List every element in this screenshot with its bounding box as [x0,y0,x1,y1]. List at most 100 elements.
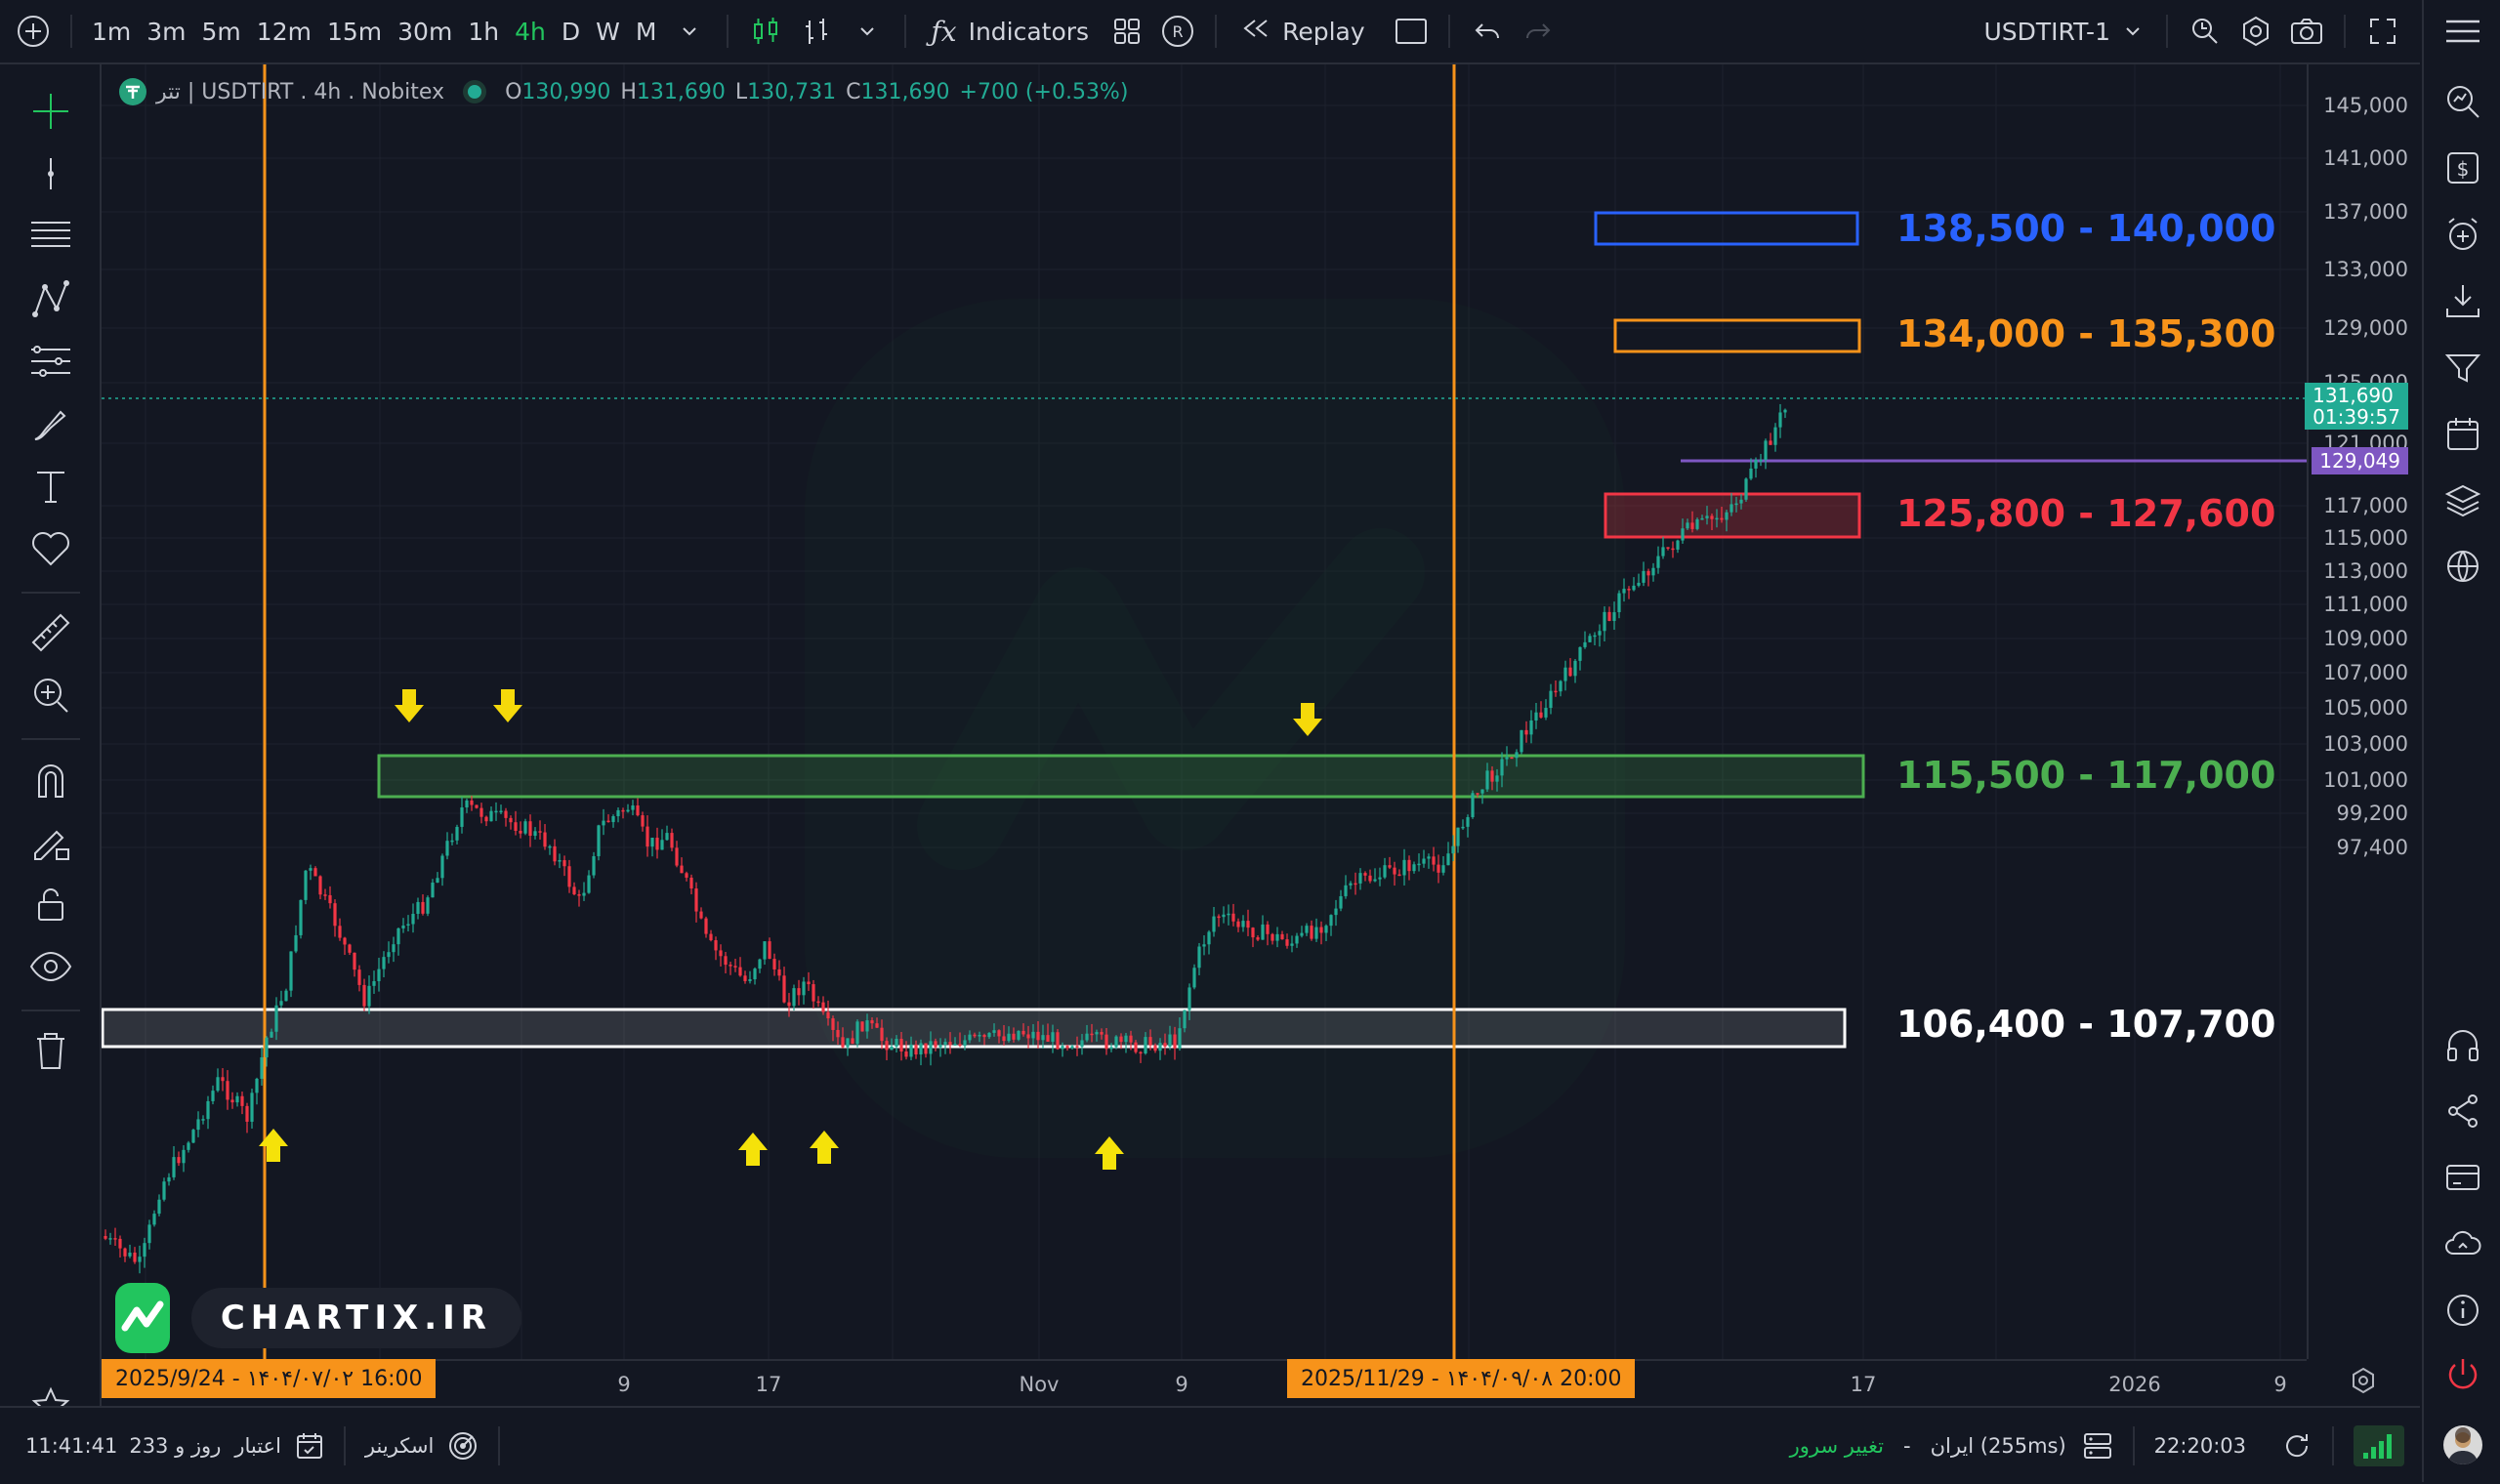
download-icon[interactable] [2436,273,2490,328]
chevron-down-icon[interactable] [670,12,709,51]
timeframe-1m[interactable]: 1m [92,17,132,46]
candle-body [353,952,356,970]
info-icon[interactable] [2436,1283,2490,1338]
zoom-in-icon[interactable] [23,668,78,722]
timeframe-5m[interactable]: 5m [201,17,241,46]
refresh-icon[interactable] [2281,1430,2312,1462]
timeframe-4h[interactable]: 4h [515,17,546,46]
settings-hex-icon[interactable] [2236,12,2275,51]
text-tool-icon[interactable] [23,459,78,514]
search-chart-icon[interactable] [2436,74,2490,129]
candle-body [1666,547,1670,549]
candle-body [1007,1033,1011,1042]
calendar-check-icon[interactable] [295,1431,324,1461]
lock-icon[interactable] [23,877,78,931]
horizontal-lines-icon[interactable] [23,209,78,264]
timeframe-3m[interactable]: 3m [146,17,187,46]
undo-icon[interactable] [1468,12,1507,51]
indicators-button[interactable]: ƒx Indicators [918,0,1102,62]
screener-label[interactable]: اسکرینر [364,1434,435,1458]
price-chart [102,64,2307,1359]
calendar-icon[interactable] [2436,406,2490,461]
candles-icon[interactable] [746,12,785,51]
price-axis[interactable]: 145,000141,000137,000133,000129,000125,0… [2305,64,2420,1359]
candle-body [909,1044,913,1057]
bar-chart-type-icon[interactable] [797,12,836,51]
time-tick: 9 [617,1373,631,1396]
quick-search-icon[interactable] [2186,12,2225,51]
separator-dash: - [1903,1434,1911,1458]
crosshair-icon[interactable] [23,84,78,139]
alert-r-icon[interactable]: R [1158,12,1197,51]
ruler-icon[interactable] [23,605,78,660]
replay-button[interactable]: Replay [1229,0,1378,62]
candle-body [440,855,444,879]
candle-body [831,1018,835,1030]
eye-icon[interactable] [23,939,78,994]
toolbar-divider [904,15,907,48]
symbol-title[interactable]: تتر | USDTIRT . 4h . Nobitex [156,79,445,104]
toolbar-divider [1215,15,1218,48]
candle-body [1715,517,1719,520]
axis-settings-icon[interactable] [2346,1363,2381,1398]
filter-icon[interactable] [2436,340,2490,394]
candle-body [1671,548,1675,551]
chevron-down-icon[interactable] [848,12,887,51]
candle-body [1446,853,1450,866]
chart-pane[interactable]: تتر | USDTIRT . 4h . Nobitex O130,990 H1… [102,64,2420,1402]
trash-icon[interactable] [23,1023,78,1078]
candle-body [1612,612,1616,621]
timeframe-12m[interactable]: 12m [256,17,312,46]
dollar-icon[interactable]: $ [2436,141,2490,195]
arrow-down-icon [395,689,424,722]
share-icon[interactable] [2436,1084,2490,1138]
change-server-link[interactable]: تغییر سرور [1789,1434,1884,1458]
candle-body [763,941,767,960]
heart-icon[interactable] [23,521,78,576]
drawing-toolbar [0,64,102,1443]
magnet-icon[interactable] [23,752,78,806]
candle-body [1349,883,1353,886]
price-tick: 141,000 [2323,146,2408,170]
candle-body [1690,522,1694,529]
fib-tool-icon[interactable] [23,334,78,389]
candle-body [1588,636,1592,642]
candle-body [1559,680,1562,692]
rewind-icon [1241,17,1271,46]
timeframe-1h[interactable]: 1h [468,17,500,46]
cloud-icon[interactable] [2436,1216,2490,1271]
timeframe-W[interactable]: W [596,17,620,46]
timeframe-D[interactable]: D [561,17,581,46]
symbol-selector[interactable]: USDTIRT-1 [1971,0,2154,62]
support-headset-icon[interactable] [2436,1019,2490,1074]
timeframe-15m[interactable]: 15m [326,17,383,46]
candle-body [1476,793,1479,795]
rectangle-icon[interactable] [1392,12,1431,51]
candle-body [475,804,479,808]
annotation-arrows [259,689,1322,1170]
add-symbol-icon[interactable] [14,12,53,51]
brush-icon[interactable] [23,396,78,451]
avatar[interactable] [2436,1418,2490,1472]
menu-icon[interactable] [2436,4,2490,59]
layers-icon[interactable] [2436,473,2490,527]
pattern-icon[interactable] [23,271,78,326]
server-icon[interactable] [2082,1431,2113,1461]
power-icon[interactable] [2436,1347,2490,1402]
globe-icon[interactable] [2436,539,2490,594]
redo-icon[interactable] [1519,12,1558,51]
card-icon[interactable] [2436,1150,2490,1205]
fullscreen-icon[interactable] [2363,12,2402,51]
pencil-lock-icon[interactable] [23,814,78,869]
layouts-grid-icon[interactable] [1107,12,1146,51]
candle-body [1124,1035,1128,1043]
camera-icon[interactable] [2287,12,2326,51]
candle-body [538,831,542,833]
timeframe-M[interactable]: M [635,17,657,46]
timeframe-30m[interactable]: 30m [397,17,453,46]
time-axis[interactable] [102,1359,2307,1402]
alarm-add-icon[interactable] [2436,207,2490,262]
radar-icon[interactable] [447,1430,479,1462]
candle-body [1012,1033,1016,1040]
trend-line-icon[interactable] [23,146,78,201]
